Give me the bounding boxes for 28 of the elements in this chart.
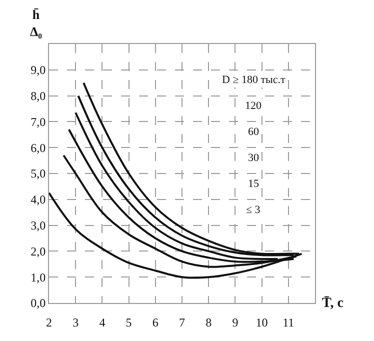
y-tick-label: 8,0 — [30, 89, 46, 103]
annotation: 120 — [245, 100, 262, 112]
annotation: D ≥ 180 тыс.т — [222, 74, 286, 86]
y-tick-label: 9,0 — [30, 63, 46, 78]
x-tick-label: 6 — [152, 315, 158, 330]
y-tick-label: 0,0 — [30, 296, 46, 310]
x-tick-label: 10 — [256, 315, 268, 330]
annotation: 60 — [248, 126, 260, 138]
annotation: 15 — [248, 178, 260, 190]
y-axis-title: h̄ Δ₀ — [30, 7, 42, 39]
x-tick-label: 3 — [72, 315, 79, 330]
x-tick-label: 8 — [206, 315, 212, 330]
y-tick-label: 3,0 — [30, 218, 46, 232]
y-tick-label: 7,0 — [30, 114, 46, 129]
x-tick-label: 11 — [282, 315, 294, 330]
x-tick-label: 7 — [179, 315, 185, 330]
annotation: 30 — [248, 152, 260, 164]
x-tick-label: 5 — [126, 315, 132, 330]
x-tick-label: 2 — [46, 315, 52, 330]
x-tick-label: 9 — [232, 315, 238, 330]
annotation: ≤ 3 — [246, 204, 261, 216]
y-tick-label: 5,0 — [30, 166, 46, 181]
x-tick-label: 4 — [99, 315, 106, 330]
y-tick-label: 4,0 — [30, 192, 46, 207]
y-tick-label: 6,0 — [30, 140, 46, 155]
y-tick-label: 1,0 — [30, 270, 46, 284]
x-axis-title: T̄, c — [322, 296, 344, 312]
y-tick-label: 2,0 — [30, 244, 46, 258]
